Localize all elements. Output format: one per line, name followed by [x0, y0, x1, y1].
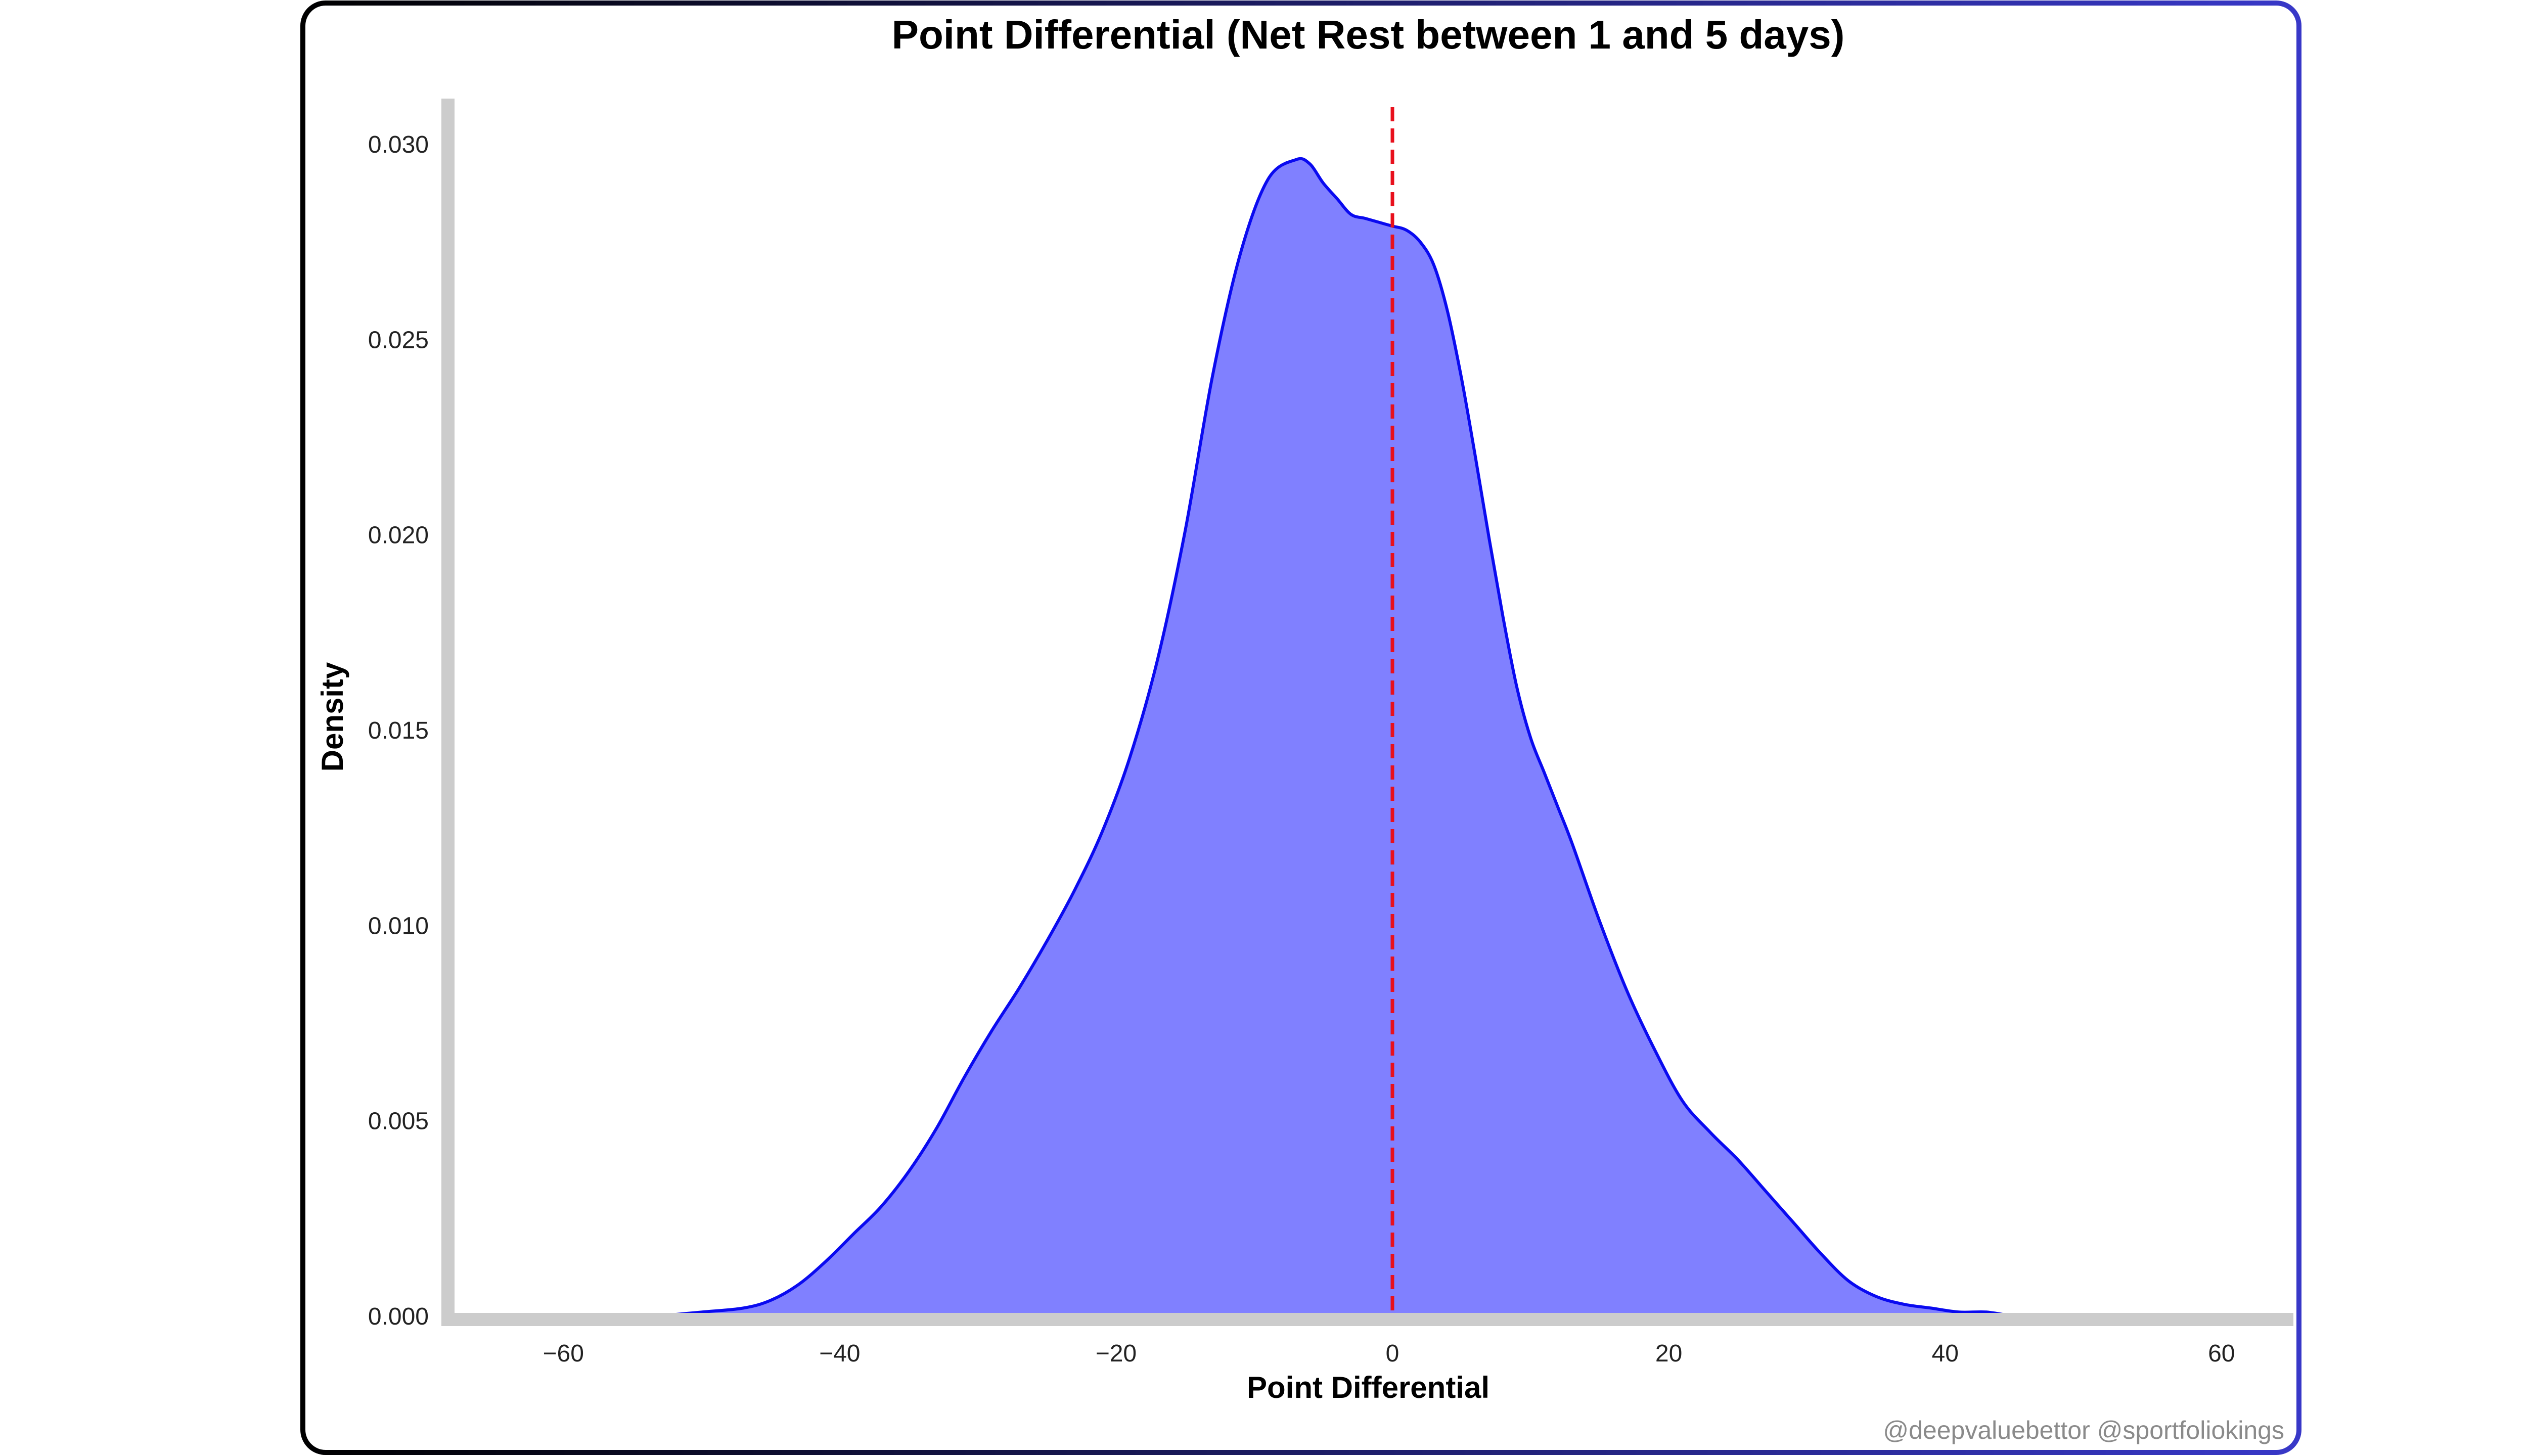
- x-tick-label: −40: [819, 1340, 860, 1367]
- y-tick-label: 0.015: [368, 717, 429, 744]
- x-tick-label: 0: [1386, 1340, 1400, 1367]
- chart-frame: [300, 1, 2301, 1455]
- watermark-text: @deepvaluebettor @sportfoliokings: [1883, 1416, 2284, 1444]
- x-axis-title: Point Differential: [1247, 1371, 1489, 1404]
- y-axis-ticks: 0.000 0.005 0.010 0.015 0.020 0.025 0.030: [368, 131, 429, 1330]
- y-tick-label: 0.025: [368, 327, 429, 353]
- x-tick-label: −60: [543, 1340, 583, 1367]
- y-tick-label: 0.005: [368, 1108, 429, 1135]
- density-area: [660, 158, 2070, 1316]
- y-tick-label: 0.020: [368, 522, 429, 549]
- x-tick-label: −20: [1096, 1340, 1137, 1367]
- x-tick-label: 40: [1932, 1340, 1959, 1367]
- x-axis-spine: [441, 1313, 2293, 1326]
- y-axis-spine: [441, 99, 455, 1326]
- x-tick-label: 60: [2208, 1340, 2235, 1367]
- plot-area: [660, 107, 2070, 1318]
- x-axis-ticks: −60 −40 −20 0 20 40 60: [543, 1340, 2235, 1367]
- y-tick-label: 0.000: [368, 1303, 429, 1330]
- y-tick-label: 0.030: [368, 131, 429, 158]
- chart-title: Point Differential (Net Rest between 1 a…: [892, 12, 1845, 57]
- y-axis-title: Density: [315, 662, 349, 771]
- y-tick-label: 0.010: [368, 913, 429, 939]
- x-tick-label: 20: [1655, 1340, 1682, 1367]
